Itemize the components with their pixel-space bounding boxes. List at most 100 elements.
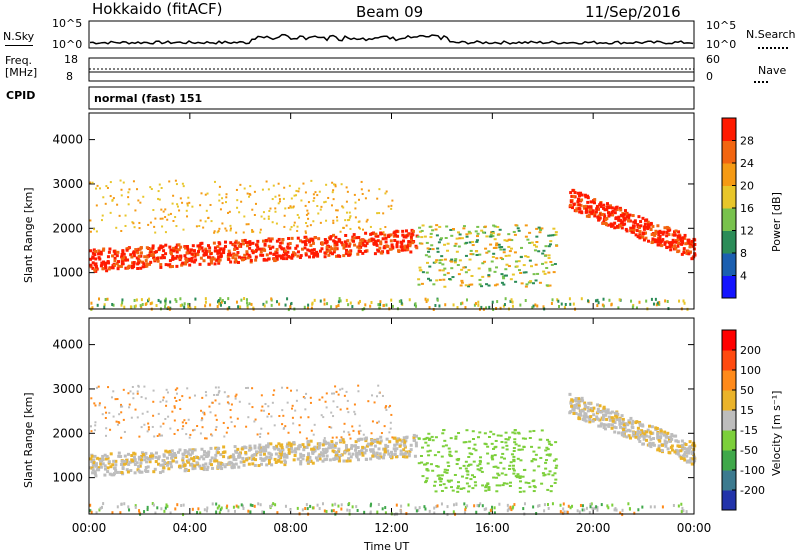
echo-cell [133,226,136,229]
echo-cell [312,433,315,436]
echo-cell [407,454,411,458]
echo-cell [610,206,614,210]
echo-cell [523,437,527,440]
echo-cell [200,192,203,195]
echo-cell [313,197,316,200]
echo-cell [190,252,194,256]
echo-cell [648,424,652,428]
echo-cell [271,503,274,507]
echo-cell [356,252,360,256]
echo-cell [495,476,499,479]
echo-cell [319,208,322,211]
echo-cell [567,504,570,508]
echo-cell [253,504,256,508]
echo-cell [101,454,105,458]
echo-cell [577,401,581,405]
echo-cell [115,420,118,423]
echo-cell [96,466,100,470]
echo-cell [359,429,362,432]
echo-cell [176,503,179,507]
echo-cell [548,470,552,473]
y-tick-label: 2000 [52,426,83,440]
echo-cell [115,254,119,258]
echo-cell [199,511,202,515]
echo-cell [465,241,469,244]
echo-cell [363,451,367,455]
echo-cell [146,410,149,413]
echo-cell [128,403,131,406]
echo-cell [358,452,362,456]
echo-cell [201,463,205,467]
echo-cell [162,454,166,458]
echo-cell [347,448,351,452]
echo-cell [649,505,652,509]
echo-cell [271,245,275,249]
echo-cell [360,188,363,191]
echo-cell [145,264,149,268]
echo-cell [89,230,92,233]
echo-cell [254,458,258,462]
echo-cell [666,447,670,451]
echo-cell [299,462,303,466]
echo-cell [106,466,110,470]
echo-cell [164,243,168,247]
echo-cell [218,504,221,508]
echo-cell [210,433,213,436]
echo-cell [474,250,478,253]
echo-cell [408,242,412,246]
echo-cell [189,248,193,252]
echo-cell [656,224,660,228]
echo-cell [134,504,137,508]
echo-cell [450,267,454,270]
echo-cell [115,470,119,474]
echo-cell [680,447,684,451]
echo-cell [666,431,670,435]
echo-cell [325,454,329,458]
echo-cell [199,204,202,207]
echo-cell [642,225,646,229]
echo-cell [544,245,548,248]
echo-cell [166,218,169,221]
echo-cell [595,417,599,421]
echo-cell [384,406,387,409]
echo-cell [601,409,605,413]
echo-cell [247,386,250,389]
echo-cell [190,457,194,461]
echo-cell [676,449,680,453]
echo-cell [167,213,170,216]
echo-cell [330,509,333,513]
echo-cell [209,411,212,414]
echo-cell [453,260,457,263]
echo-cell [166,391,169,394]
echo-cell [425,241,429,244]
echo-cell [251,462,255,466]
echo-cell [448,450,452,453]
colorbar-tick-label: 8 [740,247,747,260]
echo-cell [408,449,412,453]
echo-cell [621,417,625,421]
echo-cell [157,190,160,193]
echo-cell [549,240,553,243]
echo-cell [378,188,381,191]
echo-cell [103,305,106,309]
echo-cell [371,394,374,397]
echo-cell [145,255,149,259]
echo-cell [361,445,365,449]
echo-cell [309,401,312,404]
echo-cell [361,453,365,457]
echo-cell [177,243,181,247]
echo-cell [504,254,508,257]
echo-cell [205,468,209,472]
echo-cell [387,205,390,208]
echo-cell [173,406,176,409]
echo-cell [233,244,237,248]
echo-cell [171,202,174,205]
echo-cell [146,430,149,433]
echo-cell [295,194,298,197]
echo-cell [275,444,279,448]
echo-cell [574,399,578,403]
echo-cell [665,240,669,244]
echo-cell [599,205,603,209]
echo-cell [123,502,126,506]
echo-cell [94,262,98,266]
